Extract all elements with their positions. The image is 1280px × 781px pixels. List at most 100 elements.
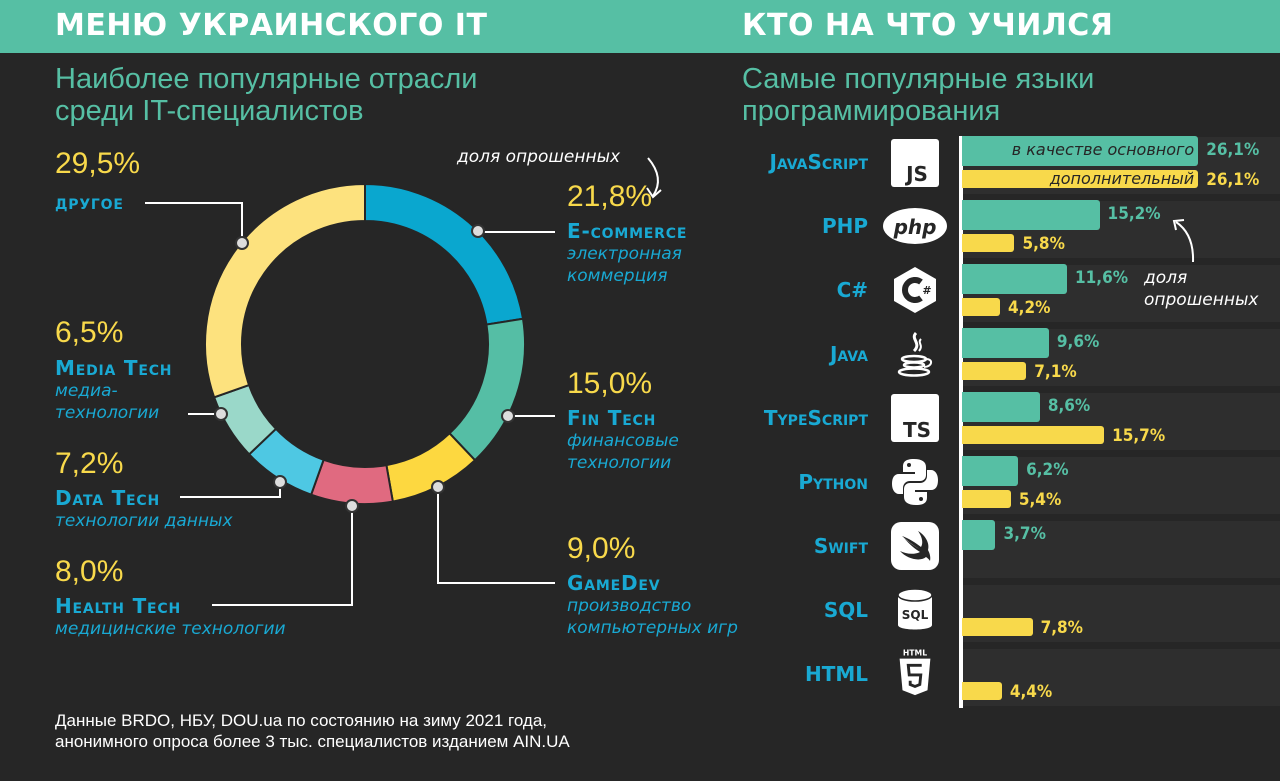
slice-ecommerce <box>364 182 525 326</box>
value-secondary-sql: 7,8% <box>1040 618 1083 638</box>
bar-primary-python <box>962 456 1019 486</box>
right-note-line1: доля <box>1144 268 1188 288</box>
slice-healthtech <box>309 458 394 505</box>
php-icon: php <box>883 208 947 244</box>
row-bg-swift <box>962 521 1280 578</box>
header-bar <box>0 0 1280 53</box>
right-header: КТО НА ЧТО УЧИЛСЯ <box>742 8 1114 43</box>
leader-line-ecommerce <box>477 231 555 233</box>
right-note-line2: опрошенных <box>1144 290 1259 310</box>
svg-text:TS: TS <box>903 418 931 442</box>
left-subtitle-line1: Наиболее популярные отрасли <box>55 63 478 95</box>
lang-label-swift: Swift <box>813 534 868 558</box>
bar-secondary-python <box>962 490 1011 508</box>
lang-label-javascript: JavaScript <box>769 150 868 174</box>
swift-icon <box>891 522 939 570</box>
left-note-arrow-head <box>646 187 662 199</box>
legend-primary: в качестве основного <box>1011 140 1195 159</box>
value-secondary-javascript: 26,1% <box>1206 170 1260 190</box>
sql-icon: SQL <box>897 588 933 630</box>
svg-text:#: # <box>922 284 931 297</box>
slice-fintech <box>448 317 526 462</box>
html5-icon: HTML <box>899 649 931 696</box>
ts-icon: TS <box>891 394 939 442</box>
value-secondary-python: 5,4% <box>1018 490 1062 510</box>
left-subtitle: Наиболее популярные отрасли среди IT-спе… <box>55 63 477 127</box>
bar-primary-java <box>962 328 1049 358</box>
bar-primary-csharp <box>962 264 1067 294</box>
donut-chart <box>204 182 526 505</box>
label-healthtech-pct: 8,0% <box>55 555 124 588</box>
leader-line-other <box>145 202 243 243</box>
label-fintech: Fin Tech <box>567 406 657 430</box>
right-note-arrow-head <box>1172 219 1185 231</box>
value-primary-swift: 3,7% <box>1003 524 1046 544</box>
leader-line-gamedev <box>437 487 555 584</box>
label-healthtech: Health Tech <box>55 594 181 618</box>
bar-secondary-html <box>962 682 1002 700</box>
label-fintech-desc: финансовые технологии <box>567 431 679 473</box>
value-primary-typescript: 8,6% <box>1047 396 1091 416</box>
left-note: доля опрошенных <box>457 147 621 167</box>
leader-dot-ecommerce <box>471 224 485 238</box>
leader-dot-other <box>235 236 249 250</box>
leader-dot-healthtech <box>345 499 359 513</box>
bar-secondary-php <box>962 234 1015 252</box>
leader-dot-gamedev <box>431 480 445 494</box>
value-primary-python: 6,2% <box>1026 460 1069 480</box>
label-fintech-pct: 15,0% <box>567 367 653 400</box>
csharp-icon: # <box>894 267 936 313</box>
bar-axis <box>959 136 963 708</box>
bar-primary-php <box>962 200 1100 230</box>
footer-line2: анонимного опроса более 3 тыс. специалис… <box>55 732 570 751</box>
label-datatech-pct: 7,2% <box>55 447 124 480</box>
value-secondary-php: 5,8% <box>1022 234 1065 254</box>
right-note: доля опрошенных <box>1144 267 1258 311</box>
value-secondary-java: 7,1% <box>1034 362 1077 382</box>
python-icon <box>892 459 938 505</box>
value-secondary-typescript: 15,7% <box>1112 426 1166 446</box>
svg-text:php: php <box>893 215 937 239</box>
left-header: МЕНЮ УКРАИНСКОГО IT <box>55 8 488 43</box>
label-gamedev: GameDev <box>567 571 661 595</box>
bar-primary-typescript <box>962 392 1040 422</box>
legend-secondary: дополнительный <box>1049 169 1195 188</box>
leader-dot-datatech <box>273 475 287 489</box>
bar-secondary-typescript <box>962 426 1105 444</box>
java-icon <box>897 331 932 377</box>
footer-line1: Данные BRDO, НБУ, DOU.ua по состоянию на… <box>55 711 548 730</box>
value-primary-javascript: 26,1% <box>1206 140 1260 160</box>
label-datatech: Data Tech <box>55 486 161 510</box>
svg-text:SQL: SQL <box>902 608 929 622</box>
label-other: другое <box>55 190 124 214</box>
bar-secondary-javascript <box>962 170 1199 188</box>
left-subtitle-line2: среди IT-специалистов <box>55 95 364 127</box>
lang-label-typescript: TypeScript <box>763 406 868 430</box>
label-other-pct: 29,5% <box>55 147 141 180</box>
left-note-arrow <box>647 157 659 197</box>
leader-line-datatech <box>180 482 281 498</box>
label-mediatech-pct: 6,5% <box>55 316 124 349</box>
leader-line-healthtech <box>212 506 353 606</box>
donut-leader-lines <box>145 202 555 606</box>
value-secondary-html: 4,4% <box>1009 682 1053 702</box>
value-primary-php: 15,2% <box>1107 204 1161 224</box>
js-icon: JS <box>891 139 939 187</box>
bar-secondary-sql <box>962 618 1033 636</box>
bar-secondary-java <box>962 362 1027 380</box>
right-subtitle: Самые популярные языки программирования <box>742 63 1094 127</box>
right-subtitle-line1: Самые популярные языки <box>742 63 1095 95</box>
lang-label-python: Python <box>798 470 868 494</box>
lang-label-java: Java <box>829 342 868 366</box>
lang-label-csharp: C# <box>836 278 868 302</box>
value-primary-java: 9,6% <box>1056 332 1100 352</box>
bar-primary-swift <box>962 520 996 550</box>
row-bg-html <box>962 649 1280 706</box>
svg-text:HTML: HTML <box>903 649 927 658</box>
label-ecommerce-desc: электронная коммерция <box>567 244 682 286</box>
label-gamedev-pct: 9,0% <box>567 532 636 565</box>
value-primary-csharp: 11,6% <box>1074 268 1129 288</box>
lang-label-php: PHP <box>821 214 868 238</box>
right-subtitle-line2: программирования <box>742 95 1001 127</box>
